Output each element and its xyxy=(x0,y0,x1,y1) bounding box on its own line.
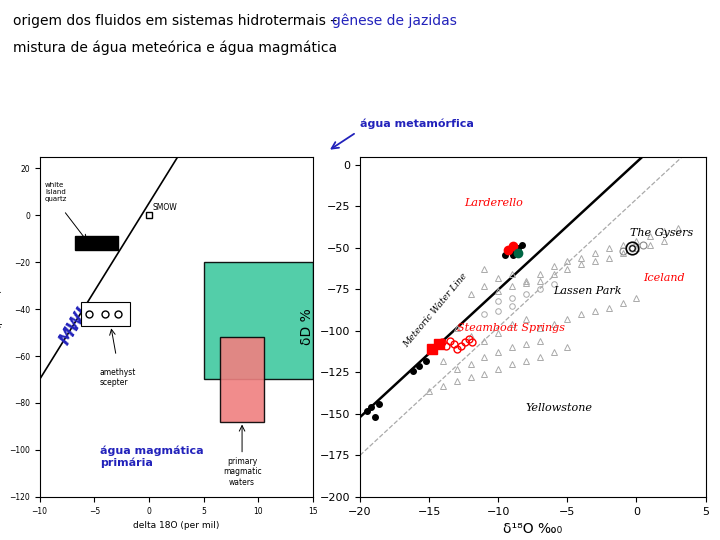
Bar xyxy=(75,237,118,251)
Text: gênese de jazidas: gênese de jazidas xyxy=(332,14,456,28)
Text: Iceland: Iceland xyxy=(644,273,685,283)
Text: MWL: MWL xyxy=(56,300,95,348)
Text: Lassen Park: Lassen Park xyxy=(554,286,622,296)
Text: primary
magmatic
waters: primary magmatic waters xyxy=(222,457,261,487)
Text: mistura de água meteórica e água magmática: mistura de água meteórica e água magmáti… xyxy=(13,40,337,55)
Bar xyxy=(81,302,130,326)
Text: Steamboat Springs: Steamboat Springs xyxy=(456,323,564,333)
Text: SMOW: SMOW xyxy=(153,202,177,212)
Text: Yellowstone: Yellowstone xyxy=(526,402,593,413)
Bar xyxy=(220,338,264,422)
Text: água metamórfica: água metamórfica xyxy=(360,119,474,130)
X-axis label: δ¹⁸O ‰₀: δ¹⁸O ‰₀ xyxy=(503,522,562,536)
Text: white
Island
quartz: white Island quartz xyxy=(45,183,68,202)
X-axis label: delta 18O (per mil): delta 18O (per mil) xyxy=(133,521,220,530)
Text: The Gysers: The Gysers xyxy=(629,228,693,238)
Y-axis label: δD %: δD % xyxy=(300,308,314,345)
Bar xyxy=(204,262,313,380)
Y-axis label: delta D (per mil): delta D (per mil) xyxy=(0,289,4,364)
Text: Meteoric Water Line: Meteoric Water Line xyxy=(402,272,469,349)
Text: Larderello: Larderello xyxy=(464,198,523,208)
Text: amethyst
scepter: amethyst scepter xyxy=(100,368,136,387)
Text: água magmática
primária: água magmática primária xyxy=(100,445,204,468)
Text: origem dos fluidos em sistemas hidrotermais –: origem dos fluidos em sistemas hidroterm… xyxy=(13,14,341,28)
